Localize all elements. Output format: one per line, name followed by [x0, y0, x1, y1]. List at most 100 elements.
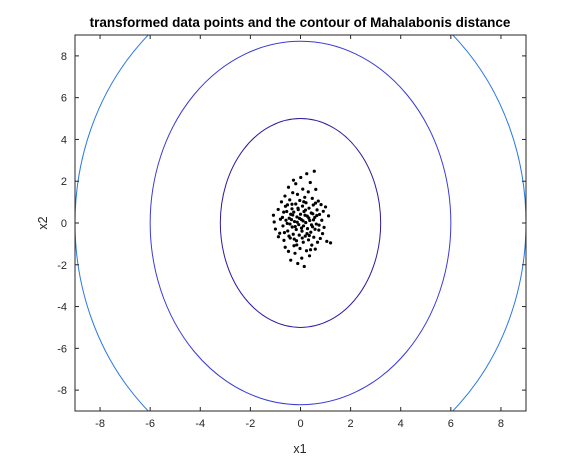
data-point	[314, 222, 318, 226]
data-point	[308, 248, 313, 252]
data-point	[302, 200, 306, 204]
data-point	[305, 227, 310, 231]
x-tick-label: 8	[498, 418, 504, 430]
data-point	[296, 206, 300, 210]
data-point	[294, 239, 299, 243]
data-point	[291, 232, 295, 236]
data-point	[289, 258, 293, 262]
y-tick-label: 2	[61, 176, 67, 188]
data-point	[315, 208, 319, 212]
data-point	[323, 205, 328, 209]
data-point	[320, 218, 324, 222]
data-point	[298, 246, 302, 251]
data-point	[315, 213, 319, 218]
data-point	[301, 187, 305, 191]
data-point	[289, 212, 293, 216]
data-point	[294, 227, 298, 232]
data-point	[313, 201, 318, 205]
y-tick-label: 6	[61, 93, 67, 105]
y-axis-label: x2	[36, 216, 50, 229]
data-point	[309, 223, 314, 227]
data-point	[278, 217, 283, 221]
plot-area	[75, 35, 526, 411]
data-point	[326, 214, 331, 218]
data-point	[283, 204, 288, 208]
data-point	[317, 223, 321, 227]
y-tick-label: -2	[57, 260, 67, 272]
data-point	[306, 190, 310, 194]
x-tick-label: 2	[348, 418, 354, 430]
data-point	[301, 240, 305, 244]
data-point	[292, 237, 296, 241]
data-point	[299, 175, 303, 180]
x-tick-label: 0	[297, 418, 303, 430]
data-point	[286, 229, 290, 233]
data-point	[283, 245, 287, 249]
data-point	[273, 227, 278, 231]
data-point	[282, 238, 286, 242]
y-tick-label: 8	[61, 51, 67, 63]
data-point	[297, 233, 301, 237]
data-point	[303, 213, 307, 217]
data-point	[319, 203, 323, 207]
data-point	[297, 216, 302, 221]
y-tick-label: -8	[57, 385, 67, 397]
data-point	[298, 212, 303, 216]
data-point	[285, 221, 289, 226]
y-tick-label: -4	[57, 302, 67, 314]
data-point	[305, 232, 309, 236]
data-point	[281, 224, 285, 228]
data-point	[288, 222, 292, 226]
data-point	[276, 207, 280, 212]
data-point	[310, 243, 314, 247]
data-point	[321, 209, 325, 213]
data-point	[308, 180, 312, 185]
y-tick-label: -6	[57, 343, 67, 355]
data-point	[276, 235, 281, 239]
data-point	[290, 207, 294, 211]
data-point	[292, 244, 296, 248]
data-point	[300, 236, 304, 240]
data-point	[313, 227, 317, 231]
data-point	[306, 238, 311, 242]
data-point	[291, 191, 295, 195]
axes: -8 -6 -4 -2 0 2 4 6 8 -8 -6 -4 -2 0 2 4 6 8	[57, 34, 527, 430]
data-point	[303, 234, 307, 238]
data-point	[328, 241, 333, 245]
data-point	[312, 169, 316, 173]
data-point	[304, 249, 309, 253]
data-point	[307, 206, 311, 210]
data-point	[311, 203, 315, 207]
data-point	[293, 251, 297, 255]
data-point	[296, 261, 300, 266]
data-point	[293, 224, 297, 229]
data-point	[301, 224, 306, 228]
data-point	[295, 243, 299, 247]
data-point	[304, 220, 308, 225]
data-point	[279, 200, 284, 204]
data-point	[295, 220, 299, 224]
data-point	[294, 182, 298, 186]
contour-level-1	[219, 118, 382, 328]
data-point	[310, 196, 314, 200]
data-point	[282, 231, 287, 235]
data-point	[300, 256, 304, 260]
data-point	[307, 216, 311, 220]
data-point	[303, 208, 308, 212]
data-point	[284, 218, 288, 222]
data-point	[290, 202, 294, 206]
data-point	[287, 234, 291, 238]
data-point	[285, 209, 289, 214]
data-point	[297, 223, 301, 227]
data-point	[292, 219, 297, 224]
data-point	[282, 210, 286, 214]
data-point	[309, 230, 313, 234]
data-point	[307, 254, 312, 258]
data-point	[314, 187, 318, 191]
data-point	[290, 225, 294, 229]
data-point	[292, 210, 296, 214]
data-point	[302, 264, 306, 269]
data-point	[286, 249, 291, 254]
